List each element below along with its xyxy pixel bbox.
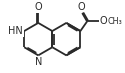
- Text: N: N: [34, 57, 42, 67]
- Text: HN: HN: [8, 26, 23, 36]
- Text: O: O: [99, 16, 107, 26]
- Text: O: O: [78, 2, 85, 12]
- Text: O: O: [34, 2, 42, 12]
- Text: CH₃: CH₃: [108, 17, 122, 26]
